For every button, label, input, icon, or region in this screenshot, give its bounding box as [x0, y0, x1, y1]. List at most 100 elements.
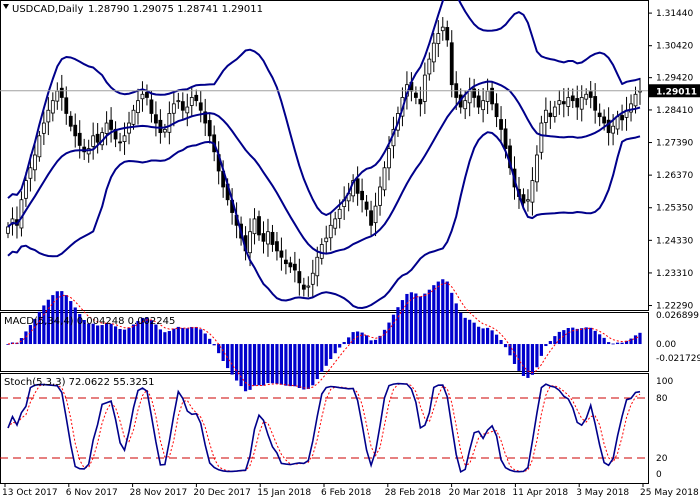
- candle-body: [162, 129, 167, 133]
- candle-body: [481, 100, 486, 111]
- candle-body: [373, 205, 378, 224]
- candle: [154, 101, 158, 137]
- candle: [588, 80, 593, 109]
- candle-body: [418, 98, 423, 105]
- macd-histogram-bar: [387, 322, 391, 345]
- price-tick-label: 1.27390: [656, 139, 693, 149]
- candle: [561, 88, 566, 118]
- candle: [131, 104, 136, 130]
- candle-body: [427, 58, 432, 75]
- macd-histogram-bar: [508, 344, 512, 356]
- candle: [91, 122, 96, 160]
- candle-body: [91, 135, 96, 147]
- macd-histogram-bar: [6, 344, 10, 345]
- candle-body: [463, 100, 468, 110]
- price-tick-label: 1.31440: [656, 9, 693, 19]
- candle: [552, 100, 557, 123]
- candle: [104, 111, 109, 146]
- candle: [77, 120, 82, 159]
- candle: [575, 85, 580, 120]
- candle-body: [145, 92, 149, 98]
- date-tick-label: 15 Jan 2018: [257, 488, 311, 498]
- date-tick-label: 3 May 2018: [576, 488, 629, 498]
- macd-histogram-bar: [82, 319, 86, 345]
- macd-histogram-bar: [91, 323, 95, 345]
- candle: [189, 86, 194, 117]
- candle: [548, 100, 553, 129]
- candle-body: [6, 226, 10, 234]
- candle-body: [485, 90, 490, 102]
- candle-body: [579, 97, 584, 110]
- candle-body: [315, 256, 320, 277]
- macd-histogram-bar: [149, 320, 154, 345]
- last-price-marker: 1.29011: [649, 84, 700, 98]
- candle-body: [387, 148, 391, 169]
- candle: [257, 210, 261, 241]
- macd-histogram-bar: [629, 338, 633, 345]
- candle-body: [615, 116, 620, 130]
- candle: [136, 88, 140, 125]
- candle: [50, 92, 55, 122]
- macd-histogram-bar: [100, 325, 104, 345]
- candle: [570, 88, 575, 109]
- macd-histogram-bar: [593, 330, 597, 345]
- macd-histogram-bar: [360, 332, 364, 345]
- candle-body: [561, 101, 566, 105]
- candle-body: [467, 90, 472, 104]
- macd-histogram-bar: [575, 328, 579, 345]
- macd-histogram-bar: [423, 293, 427, 345]
- candle-body: [310, 272, 315, 285]
- candle: [207, 112, 212, 144]
- macd-histogram-bar: [490, 330, 494, 345]
- candle-body: [584, 93, 589, 100]
- candle: [526, 189, 530, 212]
- candle-body: [570, 95, 575, 102]
- candle-body: [440, 26, 445, 32]
- candle: [176, 92, 181, 109]
- candle-body: [360, 190, 364, 201]
- macd-histogram-bar: [33, 318, 37, 345]
- macd-histogram-bar: [226, 344, 230, 369]
- candle: [597, 103, 602, 127]
- candle: [297, 258, 302, 296]
- candle-body: [526, 199, 530, 202]
- candle-body: [50, 100, 55, 114]
- macd-tick-label: 0.026899: [656, 311, 699, 321]
- candle: [171, 90, 176, 127]
- candle-body: [503, 128, 508, 150]
- date-tick-label: 11 Apr 2018: [512, 488, 568, 498]
- candle: [436, 20, 441, 58]
- macd-histogram-bar: [167, 331, 171, 345]
- macd-histogram-bar: [342, 342, 346, 345]
- chart-title: USDCAD,Daily: [12, 4, 83, 15]
- macd-histogram-bar: [270, 344, 275, 384]
- macd-histogram-bar: [512, 344, 517, 364]
- macd-histogram-bar: [539, 344, 543, 356]
- macd-histogram-bar: [364, 335, 369, 345]
- stoch-tick-label: 0: [656, 470, 662, 480]
- macd-histogram-bar: [463, 317, 467, 345]
- macd-histogram-bar: [248, 344, 252, 390]
- macd-histogram-bar: [373, 339, 378, 345]
- macd-histogram-bar: [356, 331, 360, 345]
- candle-body: [431, 42, 436, 63]
- candle: [203, 98, 208, 136]
- candle-body: [171, 103, 176, 114]
- macd-histogram-bar: [396, 307, 400, 345]
- candle: [629, 94, 633, 122]
- candle-body: [490, 87, 494, 105]
- macd-histogram-bar: [190, 326, 194, 345]
- candle-body: [194, 94, 199, 102]
- macd-histogram-bar: [297, 344, 301, 388]
- macd-histogram-bar: [109, 323, 113, 345]
- candle: [364, 195, 369, 217]
- macd-histogram-bar: [252, 344, 257, 386]
- candle-body: [588, 91, 593, 98]
- macd-histogram-bar: [105, 323, 109, 345]
- macd-histogram-bar: [315, 344, 319, 380]
- macd-histogram-bar: [499, 339, 503, 345]
- macd-histogram-bar: [172, 328, 176, 345]
- candle-body: [355, 178, 360, 194]
- date-tick-label: 6 Nov 2017: [66, 488, 118, 498]
- candle-body: [364, 201, 369, 210]
